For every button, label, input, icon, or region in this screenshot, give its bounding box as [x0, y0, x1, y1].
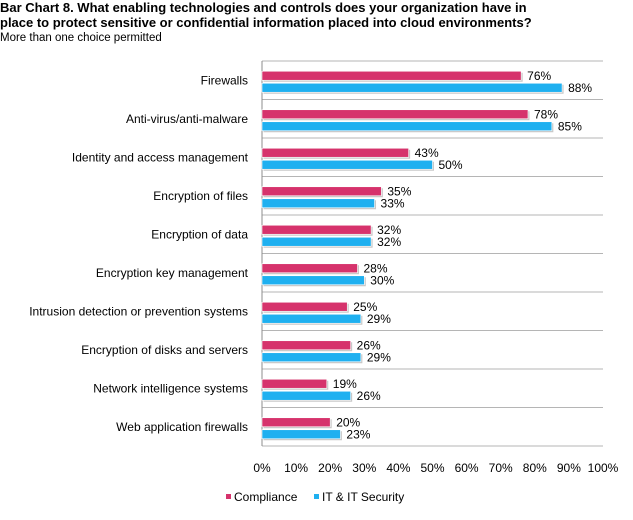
x-tick-label: 10% [284, 461, 308, 475]
bar-it-security [261, 121, 553, 132]
x-tick-label: 90% [557, 461, 581, 475]
bar-it-security [261, 82, 563, 93]
category-label: Network intelligence systems [93, 381, 248, 395]
category-label: Identity and access management [72, 150, 249, 164]
category-label: Encryption of files [153, 189, 248, 203]
category-label: Firewalls [201, 73, 248, 87]
legend-label-it-security: IT & IT Security [322, 490, 404, 504]
chart-title-line-1: Bar Chart 8. What enabling technologies … [0, 0, 527, 15]
data-label: 88% [568, 81, 592, 95]
data-label: 33% [381, 196, 405, 210]
data-label: 76% [527, 69, 551, 83]
x-tick-label: 60% [455, 461, 479, 475]
category-label: Encryption of disks and servers [81, 343, 248, 357]
category-label: Web application firewalls [116, 420, 248, 434]
data-label: 32% [377, 235, 401, 249]
bar-it-security [261, 236, 372, 247]
data-label: 20% [336, 415, 360, 429]
data-label: 26% [357, 389, 381, 403]
data-label: 25% [353, 300, 377, 314]
category-label: Intrusion detection or prevention system… [29, 304, 248, 318]
bar-compliance [261, 109, 529, 120]
data-label: 43% [415, 146, 439, 160]
data-label: 26% [357, 338, 381, 352]
bar-compliance [261, 224, 372, 235]
data-label: 50% [439, 158, 463, 172]
category-label: Anti-virus/anti-malware [126, 112, 248, 126]
x-tick-label: 80% [523, 461, 547, 475]
legend-label-compliance: Compliance [234, 490, 298, 504]
bar-it-security [261, 390, 351, 401]
x-tick-label: 50% [420, 461, 444, 475]
data-label: 30% [370, 273, 394, 287]
data-label: 35% [387, 184, 411, 198]
data-label: 29% [367, 350, 391, 364]
bar-compliance [261, 301, 348, 312]
data-label: 23% [346, 427, 370, 441]
x-tick-label: 70% [489, 461, 513, 475]
bar-it-security [261, 429, 341, 440]
bar-compliance [261, 70, 522, 81]
chart-subtitle: More than one choice permitted [0, 32, 162, 44]
bar-it-security [261, 159, 433, 170]
x-tick-label: 100% [588, 461, 619, 475]
bar-it-security [261, 275, 365, 286]
bar-compliance [261, 378, 328, 389]
bar-it-security [261, 352, 362, 363]
x-tick-label: 30% [352, 461, 376, 475]
category-label: Encryption key management [96, 266, 249, 280]
x-tick-label: 20% [318, 461, 342, 475]
bar-compliance [261, 147, 409, 158]
chart-title: Bar Chart 8. What enabling technologies … [0, 0, 633, 30]
data-label: 32% [377, 223, 401, 237]
legend-swatch-it-security [314, 494, 319, 499]
data-label: 28% [363, 261, 387, 275]
data-label: 29% [367, 312, 391, 326]
data-label: 19% [333, 377, 357, 391]
data-label: 78% [534, 107, 558, 121]
bar-it-security [261, 313, 362, 324]
bar-compliance [261, 186, 382, 197]
data-label: 85% [558, 119, 582, 133]
bar-it-security [261, 198, 375, 209]
category-label: Encryption of data [151, 227, 248, 241]
legend-swatch-compliance [226, 494, 231, 499]
bar-compliance [261, 340, 351, 351]
chart-title-line-2: place to protect sensitive or confidenti… [0, 15, 532, 30]
bar-compliance [261, 263, 358, 274]
bar-compliance [261, 417, 331, 428]
x-tick-label: 40% [386, 461, 410, 475]
x-tick-label: 0% [253, 461, 271, 475]
